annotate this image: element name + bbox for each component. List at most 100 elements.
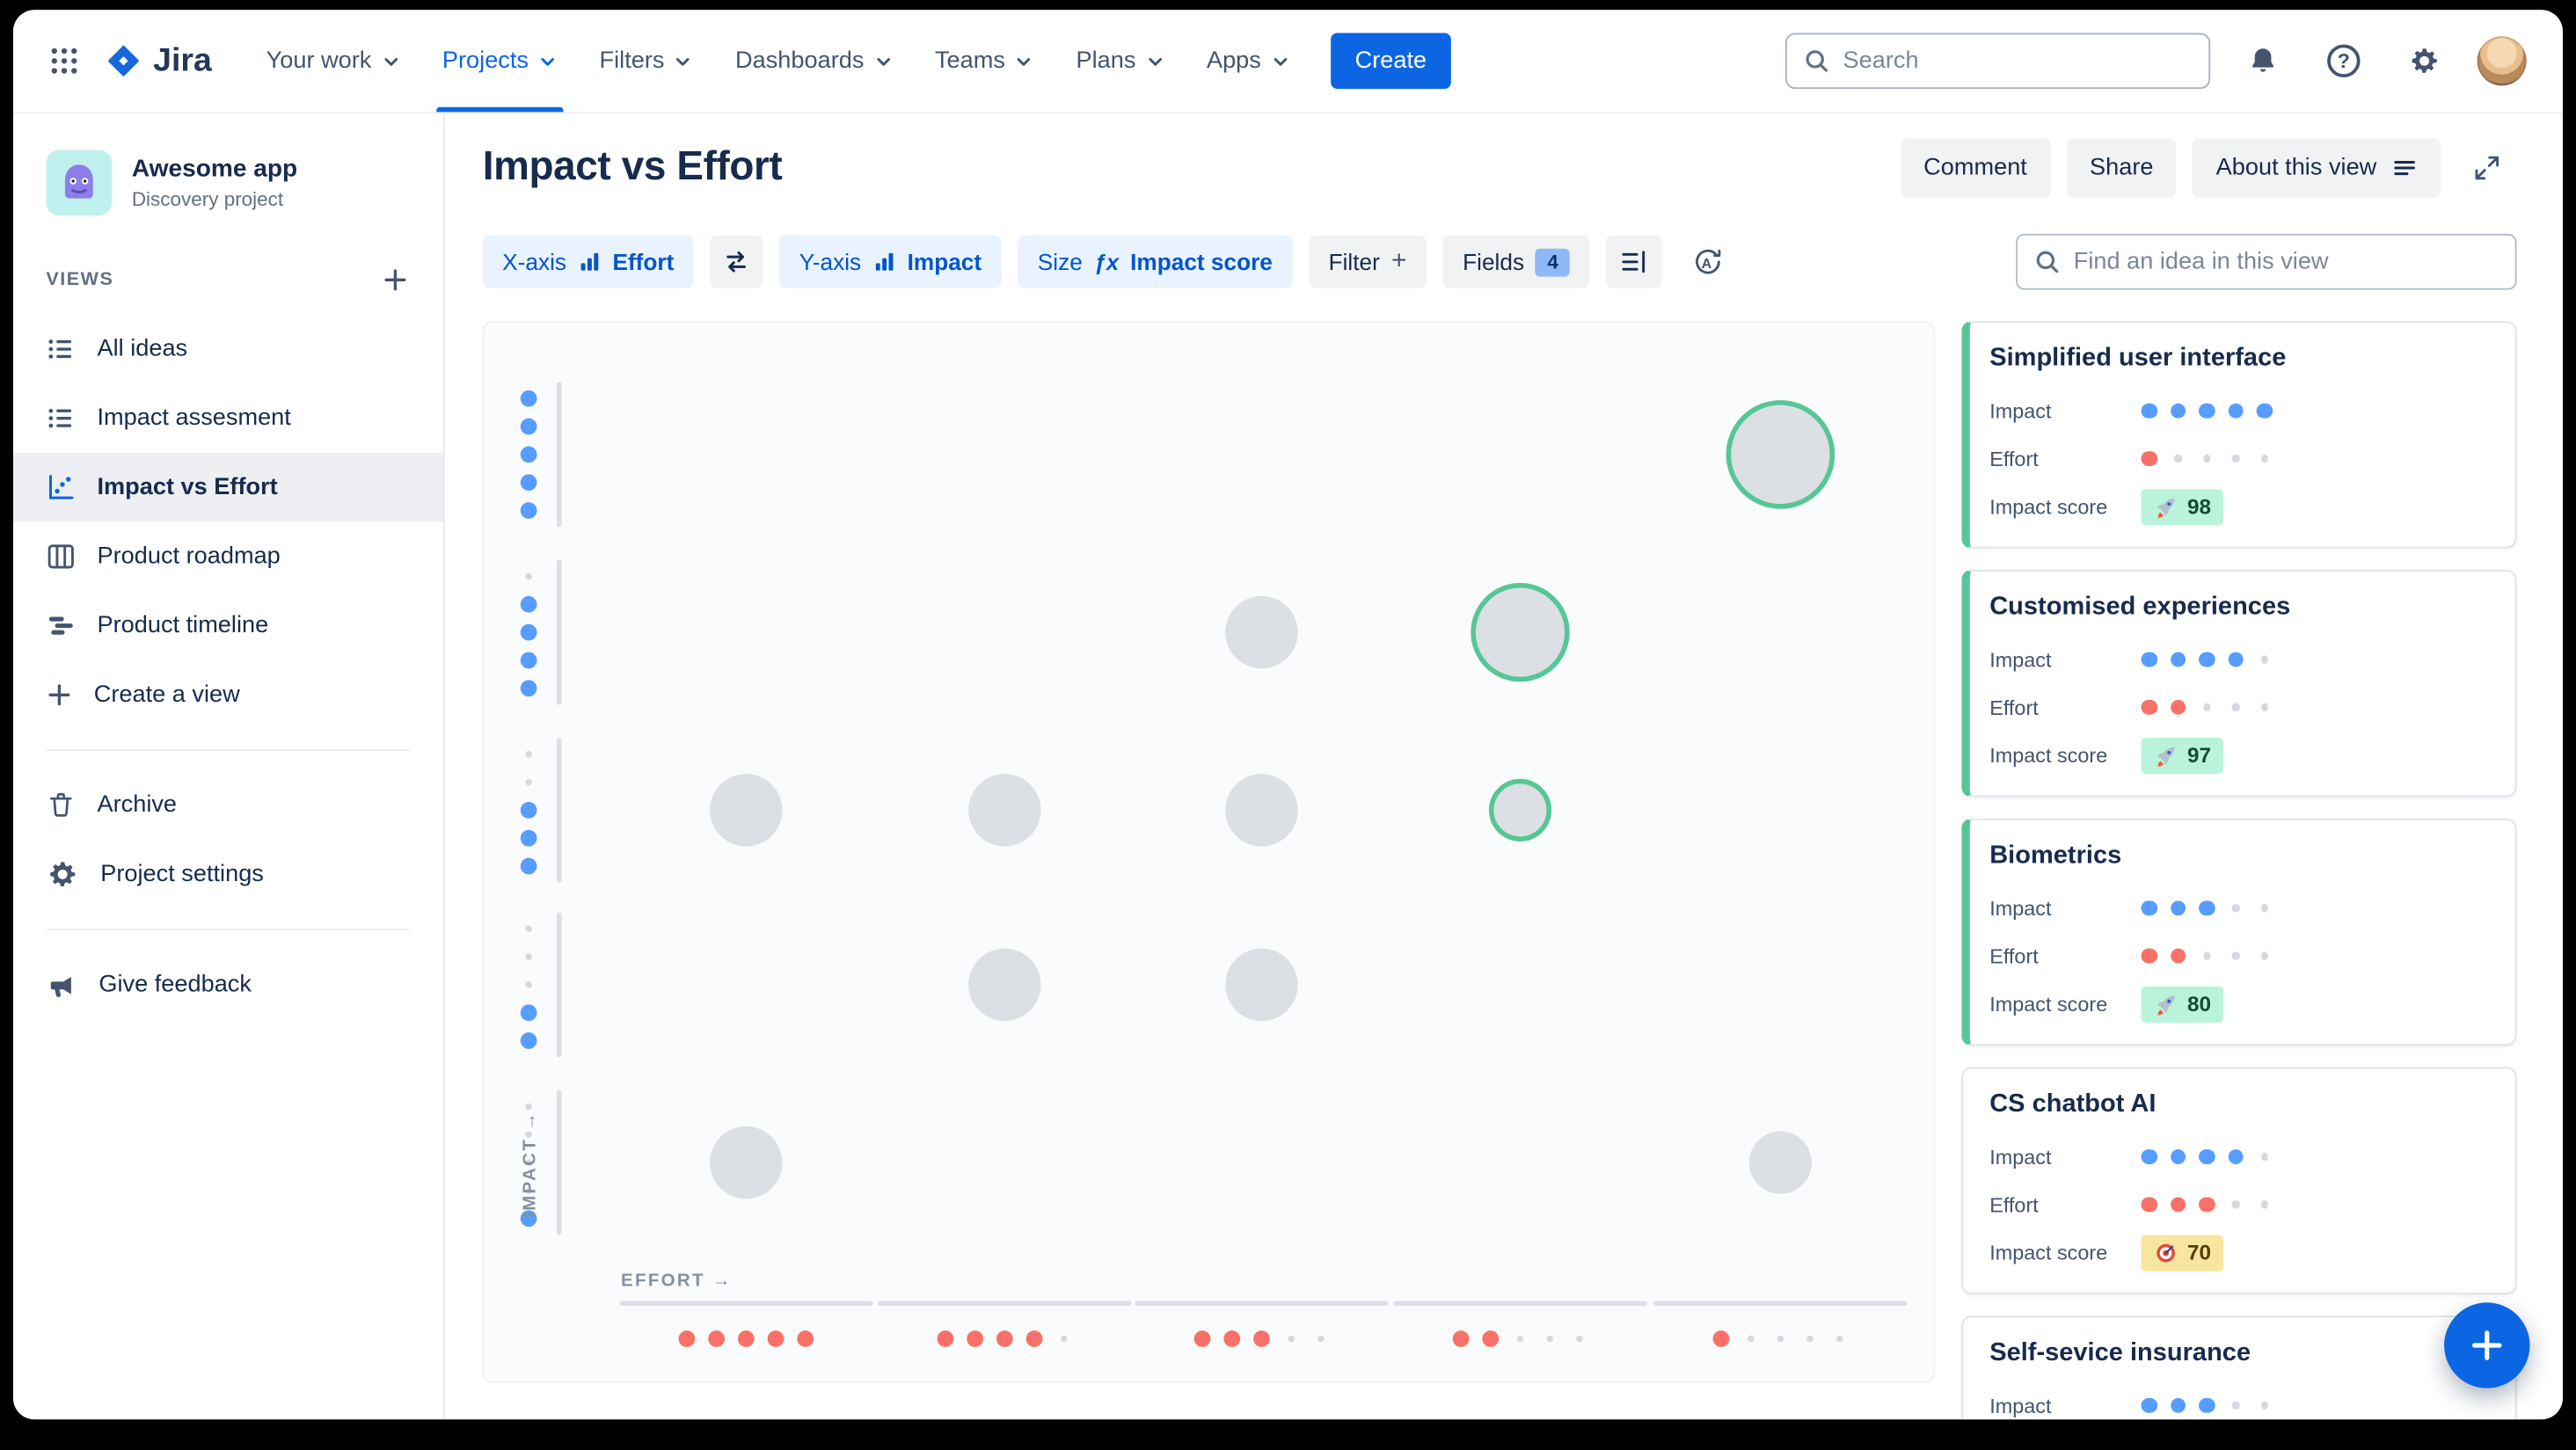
rating-dot-filled [2199,652,2215,667]
project-avatar-icon [46,149,113,216]
global-search-input[interactable] [1843,47,2193,75]
find-idea-search[interactable] [2016,233,2517,290]
nav-item-filters[interactable]: Filters [578,10,713,112]
settings-button[interactable] [2397,33,2453,89]
app-switcher-button[interactable] [36,33,92,89]
rating-slot [2257,1148,2273,1165]
idea-bubble[interactable] [710,1126,783,1199]
notifications-button[interactable] [2235,33,2291,89]
sidebar-item-create-a-view[interactable]: Create a view [13,660,443,730]
list-icon [46,334,76,364]
sidebar-item-archive[interactable]: Archive [13,770,443,840]
nav-item-plans[interactable]: Plans [1054,10,1185,112]
nav-item-apps[interactable]: Apps [1186,10,1310,112]
rating-slot [2228,948,2244,965]
sidebar-item-give-feedback[interactable]: Give feedback [13,951,443,1020]
idea-bubble[interactable] [1726,400,1835,509]
help-button[interactable]: ? [2316,33,2372,89]
rating-dot-filled [2170,699,2186,716]
rating-slot [2170,900,2186,916]
sidebar-item-impact-vs-effort[interactable]: Impact vs Effort [12,452,443,522]
sidebar-item-product-timeline[interactable]: Product timeline [13,591,443,660]
nav-item-your-work[interactable]: Your work [244,10,420,112]
fields-chip[interactable]: Fields 4 [1442,235,1590,288]
chevron-down-icon [1015,52,1033,70]
project-name: Awesome app [131,155,298,183]
x-axis-chip[interactable]: X-axis Effort [482,235,694,288]
about-view-button[interactable]: About this view [2193,138,2441,198]
auto-sort-button[interactable]: A [1679,236,1737,288]
impact-axis-dot [520,829,537,847]
swap-arrows-icon [724,249,750,275]
rating-slot [2199,652,2215,668]
rating-slot [2141,403,2157,419]
filter-chip[interactable]: Filter + [1309,235,1427,288]
svg-text:A: A [1702,256,1712,271]
rating-slot [2257,652,2273,668]
idea-card-biometrics[interactable]: Biometrics Impact Effort Impact score 80 [1961,818,2517,1046]
y-axis-tick-segment [556,559,562,705]
create-idea-fab[interactable] [2444,1302,2530,1388]
effort-axis-dot [1712,1330,1730,1347]
rating-dot-empty [2231,1402,2239,1410]
rating-slot [2170,1397,2186,1414]
find-idea-input[interactable] [2073,248,2499,275]
nav-item-teams[interactable]: Teams [914,10,1055,112]
idea-card-self-sevice-insurance[interactable]: Self-sevice insurance Impact [1961,1315,2517,1420]
idea-bubble[interactable] [968,948,1041,1022]
jira-logo[interactable]: Jira [106,42,212,80]
rating-slot [2257,900,2273,916]
effort-row: Effort [1989,683,2488,731]
idea-bubble[interactable] [968,774,1041,847]
idea-bubble[interactable] [1748,1131,1812,1194]
project-header[interactable]: Awesome app Discovery project [13,143,443,239]
impact-score-value: 97 [2186,742,2212,768]
idea-bubble[interactable] [1488,778,1552,842]
idea-card-simplified-user-interface[interactable]: Simplified user interface Impact Effort Imp… [1961,321,2517,549]
impact-score-value: 98 [2186,493,2212,519]
y-axis-chip[interactable]: Y-axis Impact [779,235,1002,288]
idea-card-cs-chatbot-ai[interactable]: CS chatbot AI Impact Effort Impact score 70 [1961,1067,2517,1294]
idea-card-customised-experiences[interactable]: Customised experiences Impact Effort Impact… [1961,569,2517,798]
idea-bubble[interactable] [1225,948,1298,1022]
idea-bubble[interactable] [1225,774,1298,847]
sidebar-item-impact-assesment[interactable]: Impact assesment [13,383,443,453]
comment-button[interactable]: Comment [1900,138,2051,198]
page-title: Impact vs Effort [482,144,783,190]
impact-axis-dot [520,652,537,669]
idea-bubble[interactable] [1470,582,1570,682]
idea-bubble[interactable] [710,774,783,847]
question-mark-icon: ? [2327,44,2361,78]
plus-icon [46,681,72,708]
rating-dot-empty [2260,455,2268,463]
rating-dot-filled [2170,652,2186,667]
display-settings-button[interactable] [1606,235,1662,288]
rating-slot [2257,450,2273,467]
rating-slot [2199,900,2215,916]
sidebar-item-all-ideas[interactable]: All ideas [13,315,443,384]
size-chip[interactable]: Size ƒx Impact score [1018,235,1293,288]
sidebar-item-project-settings[interactable]: Project settings [13,840,443,909]
nav-right: ? [1785,33,2527,90]
sidebar-item-product-roadmap[interactable]: Product roadmap [13,522,443,592]
effort-axis-dot-empty [1777,1335,1784,1343]
idea-card-title: Biometrics [1989,841,2122,870]
idea-bubble[interactable] [1225,595,1298,669]
global-search[interactable] [1785,33,2211,90]
swap-axes-button[interactable] [710,235,763,288]
share-button[interactable]: Share [2066,138,2177,198]
add-view-button[interactable] [374,259,417,302]
sort-az-icon: A [1692,246,1724,278]
user-avatar[interactable] [2477,36,2527,86]
effort-row: Effort [1989,932,2488,980]
rating-dot-filled [2141,1148,2157,1165]
rating-slot [2170,699,2186,716]
expand-button[interactable] [2457,138,2516,197]
create-button[interactable]: Create [1330,33,1452,90]
impact-score-badge: 70 [2141,1234,2225,1271]
nav-item-projects[interactable]: Projects [421,10,579,113]
nav-item-dashboards[interactable]: Dashboards [714,10,914,112]
sidebar-item-label: Archive [97,791,178,819]
impact-label: Impact [1989,1145,2052,1169]
effort-label: Effort [1989,447,2039,470]
